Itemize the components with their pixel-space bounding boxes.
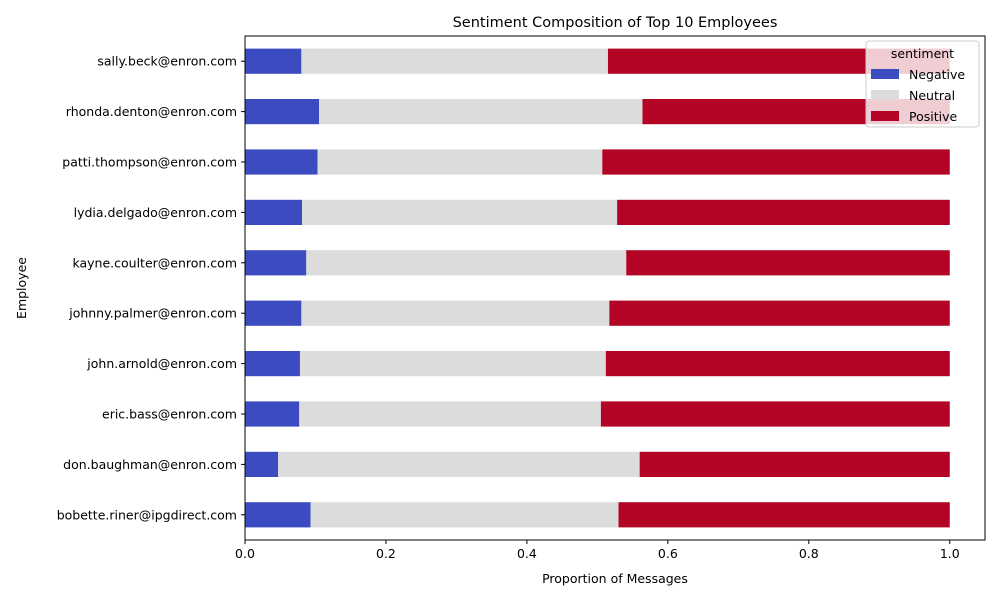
y-tick-label: bobette.riner@ipgdirect.com bbox=[57, 507, 237, 522]
legend-label-negative: Negative bbox=[909, 67, 965, 82]
bar-positive-6 bbox=[605, 351, 950, 377]
bar-neutral-2 bbox=[317, 149, 603, 175]
bar-positive-7 bbox=[600, 401, 950, 427]
y-tick-label: eric.bass@enron.com bbox=[102, 407, 237, 422]
bar-negative-3 bbox=[245, 199, 303, 225]
x-tick-label: 0.8 bbox=[799, 546, 819, 561]
bar-negative-0 bbox=[245, 48, 302, 74]
y-tick-label: patti.thompson@enron.com bbox=[62, 155, 237, 170]
legend-swatch-positive bbox=[871, 111, 899, 121]
bar-neutral-7 bbox=[299, 401, 601, 427]
legend-swatch-neutral bbox=[871, 90, 899, 100]
legend-box bbox=[865, 40, 980, 128]
bar-neutral-9 bbox=[310, 502, 619, 528]
bar-negative-7 bbox=[245, 401, 300, 427]
legend: sentiment Negative Neutral Positive bbox=[865, 40, 980, 128]
x-tick-label: 0.0 bbox=[235, 546, 255, 561]
bar-negative-2 bbox=[245, 149, 318, 175]
legend-swatch-negative bbox=[871, 69, 899, 79]
x-tick-label: 0.4 bbox=[517, 546, 537, 561]
bar-positive-3 bbox=[617, 199, 950, 225]
bar-positive-2 bbox=[602, 149, 950, 175]
y-axis-label: Employee bbox=[14, 257, 29, 319]
y-tick-label: sally.beck@enron.com bbox=[97, 54, 237, 69]
bar-neutral-6 bbox=[299, 351, 606, 377]
bar-neutral-8 bbox=[278, 451, 640, 477]
bar-neutral-4 bbox=[306, 250, 627, 276]
bar-negative-8 bbox=[245, 451, 279, 477]
bar-neutral-1 bbox=[319, 99, 643, 125]
y-tick-label: don.baughman@enron.com bbox=[63, 457, 237, 472]
bar-negative-4 bbox=[245, 250, 307, 276]
bar-positive-8 bbox=[639, 451, 950, 477]
bar-negative-1 bbox=[245, 99, 319, 125]
y-tick-label: kayne.coulter@enron.com bbox=[72, 255, 237, 270]
bar-negative-5 bbox=[245, 300, 302, 326]
y-tick-label: rhonda.denton@enron.com bbox=[66, 104, 237, 119]
legend-label-neutral: Neutral bbox=[909, 88, 955, 103]
bar-neutral-5 bbox=[301, 300, 610, 326]
bar-neutral-3 bbox=[302, 199, 618, 225]
bar-positive-4 bbox=[626, 250, 950, 276]
chart-title: Sentiment Composition of Top 10 Employee… bbox=[453, 15, 778, 31]
x-axis-label: Proportion of Messages bbox=[542, 571, 688, 586]
y-tick-label: lydia.delgado@enron.com bbox=[74, 205, 237, 220]
plot-frame bbox=[244, 35, 986, 541]
bar-positive-5 bbox=[609, 300, 950, 326]
bar-positive-9 bbox=[618, 502, 950, 528]
bar-negative-6 bbox=[245, 351, 300, 377]
bar-negative-9 bbox=[245, 502, 311, 528]
bar-neutral-0 bbox=[301, 48, 608, 74]
y-tick-label: john.arnold@enron.com bbox=[86, 356, 237, 371]
x-tick-label: 1.0 bbox=[940, 546, 960, 561]
x-tick-label: 0.6 bbox=[658, 546, 678, 561]
x-tick-label: 0.2 bbox=[376, 546, 396, 561]
legend-label-positive: Positive bbox=[909, 109, 957, 124]
legend-title: sentiment bbox=[891, 46, 954, 61]
y-tick-label: johnny.palmer@enron.com bbox=[68, 306, 237, 321]
